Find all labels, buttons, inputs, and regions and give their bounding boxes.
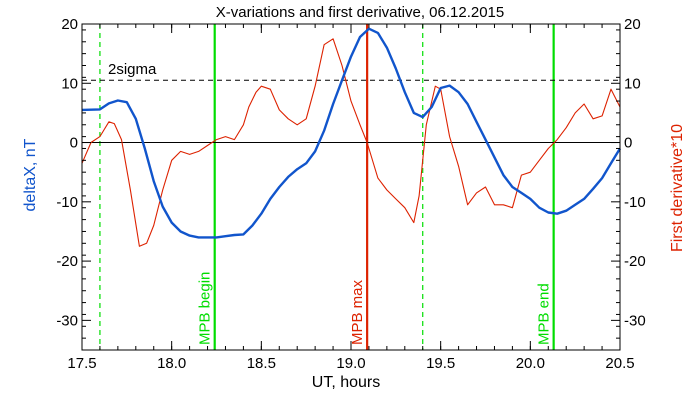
x-tick-label: 19.0 <box>336 355 365 372</box>
reference-lines-layer <box>82 79 620 144</box>
y-tick-label-right: -30 <box>624 312 646 329</box>
x-tick-label: 19.5 <box>426 355 455 372</box>
y-tick-label-left: 0 <box>70 135 78 152</box>
y-tick-label-left: 10 <box>61 75 78 92</box>
threshold-label: 2sigma <box>108 61 157 78</box>
series-line-derivative <box>81 38 621 247</box>
y-axis-label-left: deltaX, nT <box>22 138 39 211</box>
labels-layer: MPB begin MPB max MPB end 17.5 18.0 18.5 19.0 1… <box>56 16 645 372</box>
x-tick-label: 18.0 <box>157 355 186 372</box>
x-tick-label: 20.5 <box>605 355 634 372</box>
y-tick-label-left: 20 <box>61 16 78 33</box>
y-tick-label-right: 10 <box>624 75 641 92</box>
x-tick-label: 20.0 <box>516 355 545 372</box>
markers-layer <box>99 24 555 350</box>
y-tick-label-left: -30 <box>56 312 78 329</box>
marker-label-mpb-begin: MPB begin <box>197 272 214 345</box>
y-tick-label-left: -10 <box>56 194 78 211</box>
y-tick-label-right: 20 <box>624 16 641 33</box>
marker-label-mpb-max: MPB max <box>349 279 366 345</box>
y-tick-label-right: 0 <box>624 135 632 152</box>
y-tick-label-right: -10 <box>624 194 646 211</box>
y-tick-label-left: -20 <box>56 253 78 270</box>
marker-label-mpb-end: MPB end <box>536 283 553 345</box>
x-tick-label: 18.5 <box>247 355 276 372</box>
series-layer <box>81 27 622 247</box>
x-axis-label: UT, hours <box>312 374 380 391</box>
y-tick-label-right: -20 <box>624 253 646 270</box>
chart-title: X-variations and first derivative, 06.12… <box>216 4 505 21</box>
x-tick-label: 17.5 <box>67 355 96 372</box>
series-line-deltax <box>81 27 622 239</box>
y-axis-label-right: First derivative*10 <box>669 124 686 252</box>
ticks-layer <box>81 23 621 351</box>
